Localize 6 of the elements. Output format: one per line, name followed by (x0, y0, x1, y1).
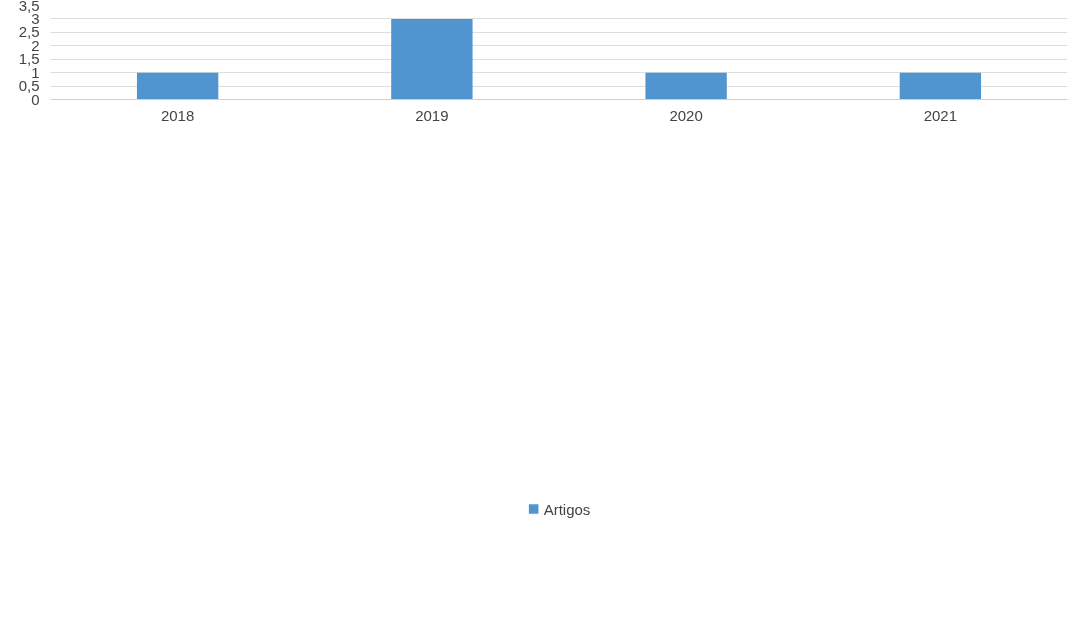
y-tick-label: 3,5 (18, 0, 40, 14)
x-tick-label: 2019 (415, 106, 449, 124)
legend-label: Artigos (543, 500, 591, 518)
x-tick-label: 2021 (923, 106, 958, 124)
x-tick-label: 2018 (160, 106, 195, 124)
x-tick-label: 2020 (669, 106, 703, 124)
